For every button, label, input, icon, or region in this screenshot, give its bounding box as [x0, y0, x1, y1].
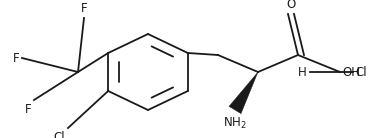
Text: F: F [12, 51, 19, 64]
Text: O: O [287, 0, 296, 11]
Text: F: F [24, 103, 31, 116]
Text: OH: OH [342, 66, 360, 79]
Text: Cl: Cl [53, 131, 65, 138]
Text: Cl: Cl [355, 66, 367, 79]
Text: F: F [81, 2, 87, 15]
Text: NH$_2$: NH$_2$ [223, 116, 247, 131]
Polygon shape [229, 72, 258, 114]
Text: H: H [298, 66, 307, 79]
